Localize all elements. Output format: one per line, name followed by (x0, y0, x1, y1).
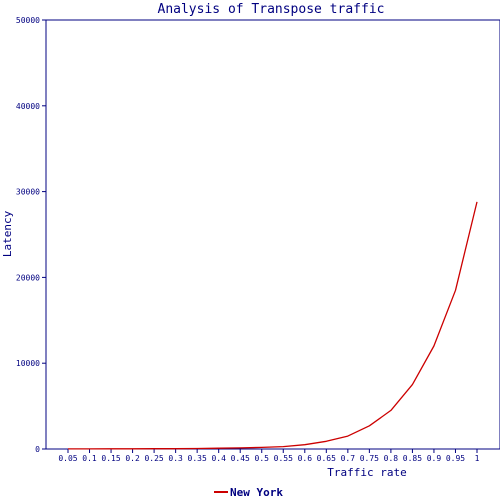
x-tick-label: 0.55 (274, 454, 293, 463)
x-axis: 0.05 0.1 0.15 0.2 0.25 0.3 0.35 0.4 0.45 0.5 0.55 0… (58, 449, 480, 463)
y-tick-label: 40000 (16, 102, 40, 111)
y-tick-label: 0 (35, 445, 40, 454)
x-tick-label: 0.8 (384, 454, 399, 463)
x-tick-label: 0.6 (298, 454, 313, 463)
x-tick-label: 0.15 (101, 454, 120, 463)
x-tick-label: 0.25 (144, 454, 163, 463)
x-tick-label: 0.9 (427, 454, 442, 463)
x-tick-label: 0.05 (58, 454, 77, 463)
x-tick-label: 0.85 (403, 454, 422, 463)
x-tick-label: 0.45 (231, 454, 250, 463)
x-tick-label: 0.7 (341, 454, 356, 463)
x-tick-label: 0.5 (255, 454, 270, 463)
x-tick-label: 0.65 (317, 454, 336, 463)
chart-title: Analysis of Transpose traffic (158, 2, 385, 17)
y-axis-label: Latency (1, 210, 14, 257)
legend: New York (214, 486, 283, 499)
x-axis-label: Traffic rate (327, 466, 406, 479)
x-tick-label: 0.1 (82, 454, 97, 463)
y-tick-label: 50000 (16, 16, 40, 25)
y-axis: 0 10000 20000 30000 40000 50000 (16, 16, 46, 454)
series-layer (68, 201, 478, 450)
x-tick-label: 0.35 (188, 454, 207, 463)
plot-area (45, 19, 500, 450)
y-tick-label: 20000 (16, 273, 40, 282)
series-line-new-york (68, 201, 478, 450)
x-tick-label: 0.3 (168, 454, 183, 463)
y-tick-label: 10000 (16, 359, 40, 368)
x-tick-label: 0.4 (211, 454, 226, 463)
legend-label-new-york: New York (230, 486, 283, 499)
x-tick-label: 0.75 (360, 454, 379, 463)
x-tick-label: 1 (475, 454, 480, 463)
x-tick-label: 0.2 (125, 454, 140, 463)
x-tick-label: 0.95 (446, 454, 465, 463)
y-tick-label: 30000 (16, 188, 40, 197)
